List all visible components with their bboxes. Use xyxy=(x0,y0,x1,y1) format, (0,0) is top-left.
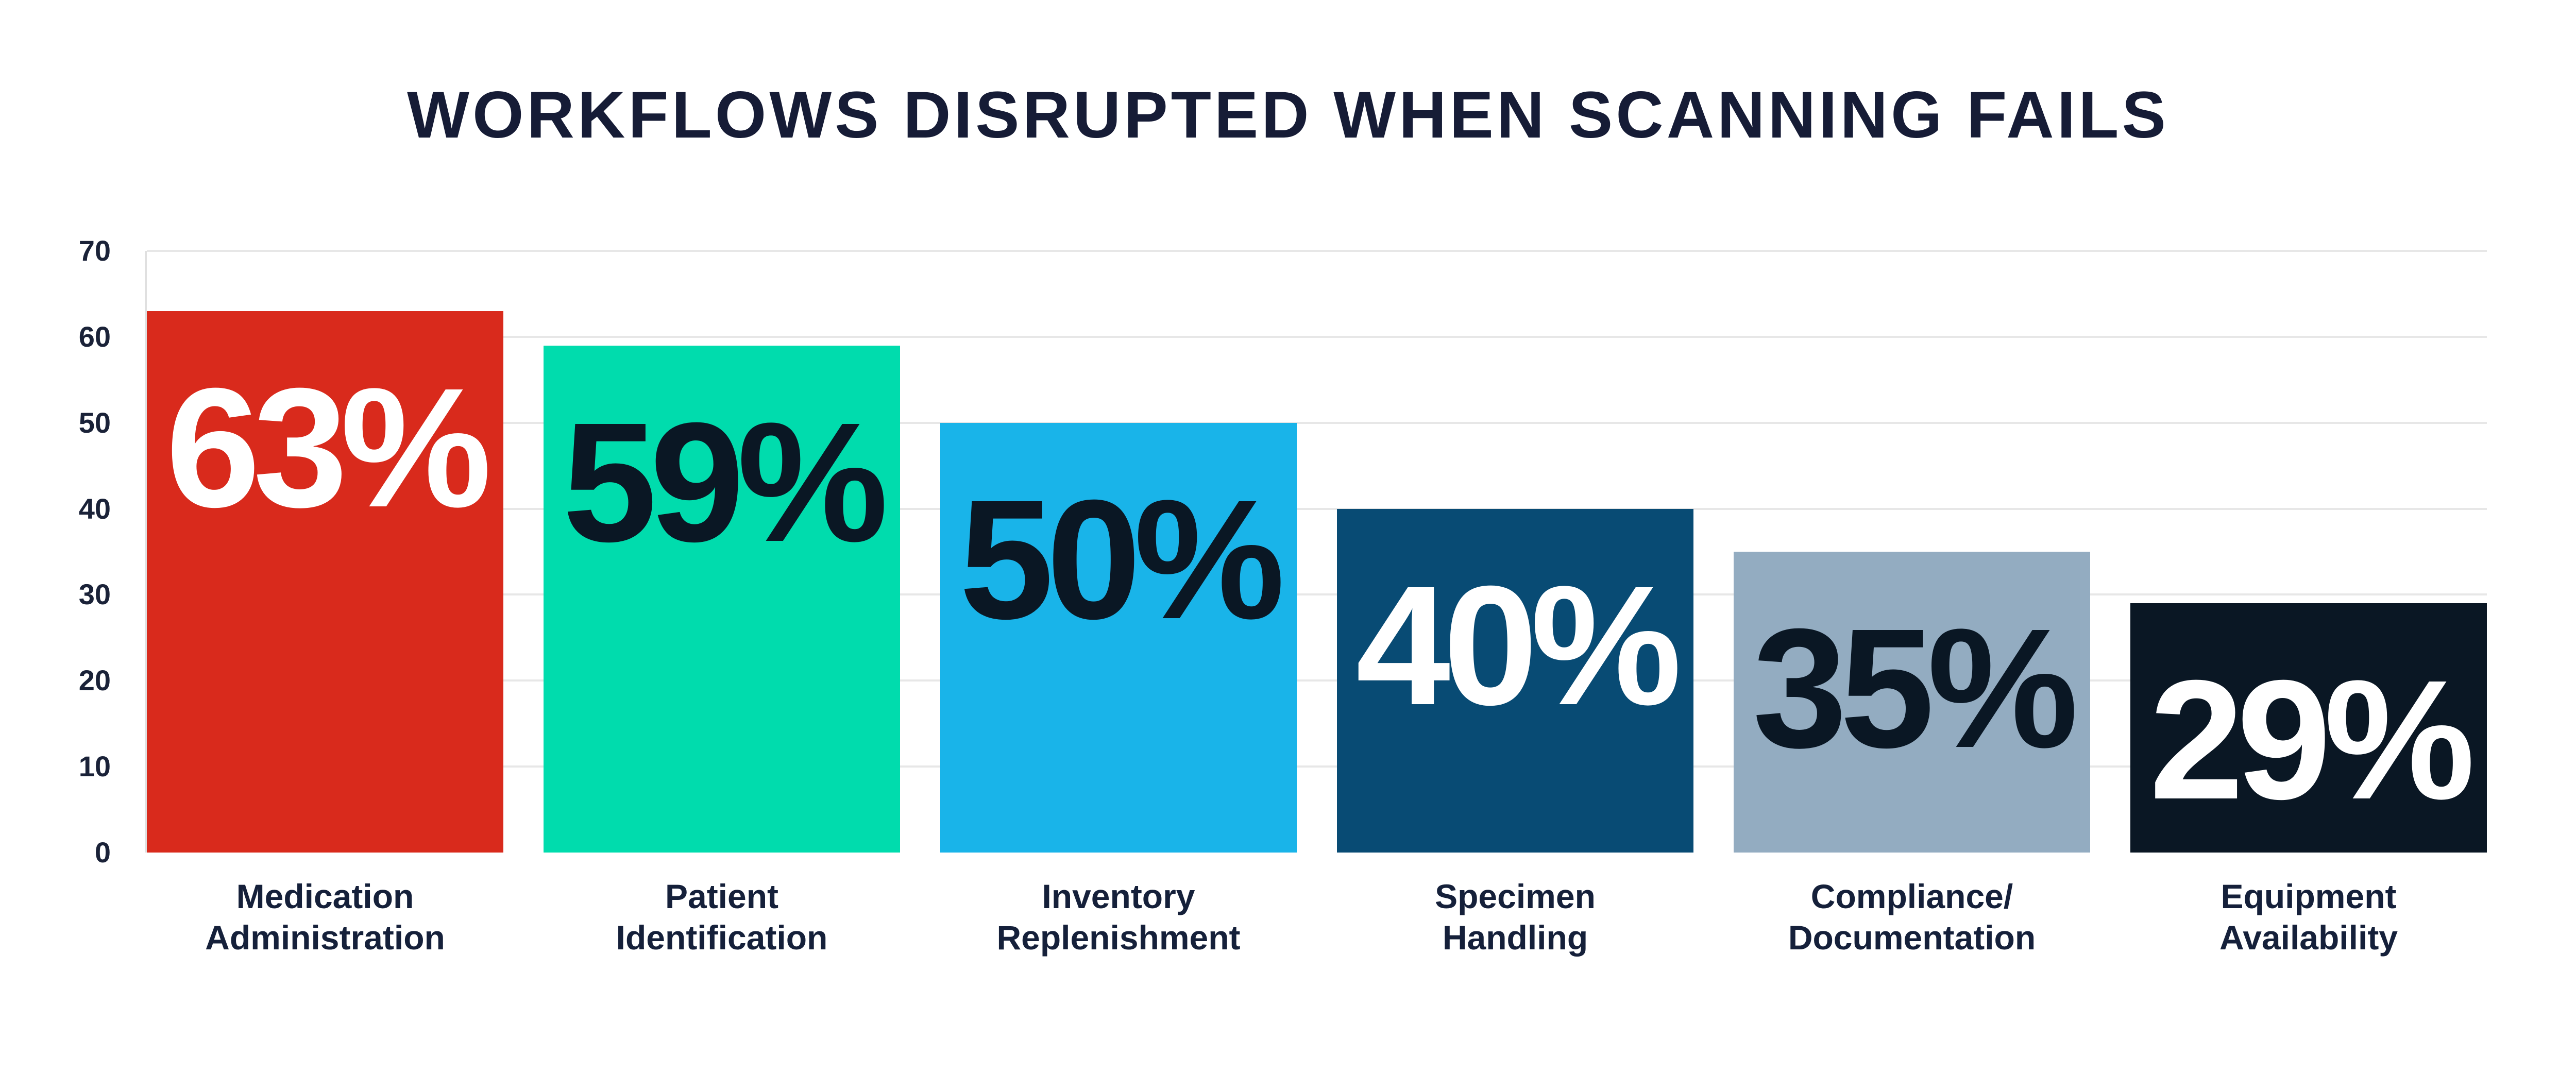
category-label-line: Patient xyxy=(665,877,779,915)
bar-value-label: 35% xyxy=(1752,593,2078,783)
bar: 50% xyxy=(940,422,1297,853)
x-axis-category-label: Patient Identification xyxy=(523,876,920,958)
category-label-line: Medication xyxy=(236,877,414,915)
y-axis-tick-label: 20 xyxy=(78,664,111,697)
y-axis-tick-label: 30 xyxy=(78,578,111,611)
gridline xyxy=(147,507,2487,510)
y-axis-tick-label: 70 xyxy=(78,234,111,267)
bar: 59% xyxy=(544,345,900,853)
x-axis-category-label: Equipment Availability xyxy=(2110,876,2507,958)
bar: 35% xyxy=(1734,552,2090,853)
gridline xyxy=(147,421,2487,424)
y-axis-tick-label: 0 xyxy=(94,836,111,868)
y-axis-tick-label: 10 xyxy=(78,750,111,783)
chart-title: WORKFLOWS DISRUPTED WHEN SCANNING FAILS xyxy=(407,78,2169,152)
x-axis-category-label: Medication Administration xyxy=(127,876,523,958)
category-label-line: Inventory xyxy=(1042,877,1195,915)
category-label-line: Identification xyxy=(616,918,828,957)
gridline xyxy=(147,679,2487,682)
y-axis-tick-label: 60 xyxy=(78,320,111,353)
bar: 40% xyxy=(1337,508,1693,853)
y-axis-tick-label: 50 xyxy=(78,406,111,439)
category-label-line: Availability xyxy=(2219,918,2398,957)
bar-value-label: 29% xyxy=(2149,644,2475,835)
category-label-line: Documentation xyxy=(1788,918,2036,957)
x-axis-category-label: Inventory Replenishment xyxy=(920,876,1317,958)
category-label-line: Specimen xyxy=(1435,877,1596,915)
bar-value-label: 40% xyxy=(1355,550,1682,740)
bar: 29% xyxy=(2130,603,2487,853)
x-axis-category-label: Specimen Handling xyxy=(1317,876,1714,958)
x-axis-category-label: Compliance/Documentation xyxy=(1714,876,2110,958)
gridline xyxy=(147,250,2487,252)
gridline xyxy=(147,335,2487,338)
category-label-line: Compliance/ xyxy=(1810,877,2013,915)
bar-value-label: 59% xyxy=(562,386,888,577)
category-label-line: Replenishment xyxy=(996,918,1241,957)
category-label-line: Equipment xyxy=(2221,877,2397,915)
bar-value-label: 50% xyxy=(959,464,1285,654)
y-axis-line xyxy=(145,251,147,853)
gridline xyxy=(147,593,2487,596)
bar-value-label: 63% xyxy=(165,352,492,542)
category-label-line: Administration xyxy=(205,918,445,957)
bar: 63% xyxy=(147,311,503,853)
gridline xyxy=(147,765,2487,768)
category-label-line: Handling xyxy=(1442,918,1588,957)
y-axis-tick-label: 40 xyxy=(78,492,111,525)
